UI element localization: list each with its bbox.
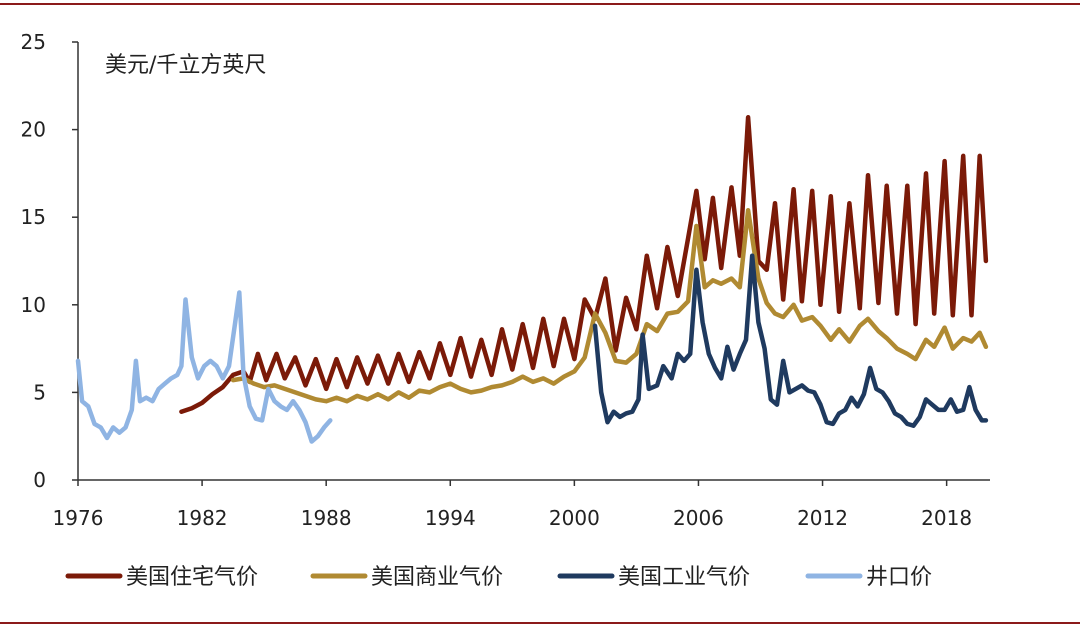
- y-tick-group: 0 5 10 15 20 25: [21, 30, 78, 492]
- y-tick-label: 15: [21, 205, 46, 229]
- series-group: [75, 115, 989, 444]
- x-tick-label: 1982: [177, 506, 228, 530]
- unit-label: 美元/千立方英尺: [105, 53, 266, 78]
- x-tick-label: 2018: [921, 506, 972, 530]
- top-border: [0, 3, 1080, 5]
- legend-label-2: 美国工业气价: [618, 565, 750, 590]
- bottom-border: [0, 622, 1080, 624]
- legend-label-3: 井口价: [866, 565, 932, 590]
- y-tick-label: 5: [33, 380, 46, 404]
- x-tick-label: 2012: [797, 506, 848, 530]
- legend-label-1: 美国商业气价: [371, 565, 503, 590]
- x-tick-group: 1976 1982 1988 1994 2000 2006 2012 2018: [53, 480, 972, 530]
- x-tick-label: 1988: [301, 506, 352, 530]
- x-tick-label: 1976: [53, 506, 104, 530]
- series-line-1: [230, 207, 989, 404]
- series-line-0: [179, 115, 989, 414]
- y-tick-label: 10: [21, 293, 46, 317]
- series-line-2: [592, 253, 989, 428]
- legend-label-0: 美国住宅气价: [126, 565, 258, 590]
- y-tick-label: 0: [33, 468, 46, 492]
- legend: 美国住宅气价 美国商业气价 美国工业气价 井口价: [65, 565, 932, 590]
- x-tick-label: 2000: [549, 506, 600, 530]
- series-line-3: [75, 290, 333, 444]
- y-tick-label: 25: [21, 30, 46, 54]
- x-tick-label: 1994: [425, 506, 476, 530]
- y-tick-label: 20: [21, 118, 46, 142]
- x-tick-label: 2006: [673, 506, 724, 530]
